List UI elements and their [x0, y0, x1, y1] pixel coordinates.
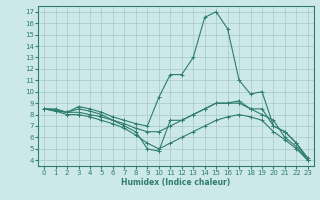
X-axis label: Humidex (Indice chaleur): Humidex (Indice chaleur): [121, 178, 231, 187]
